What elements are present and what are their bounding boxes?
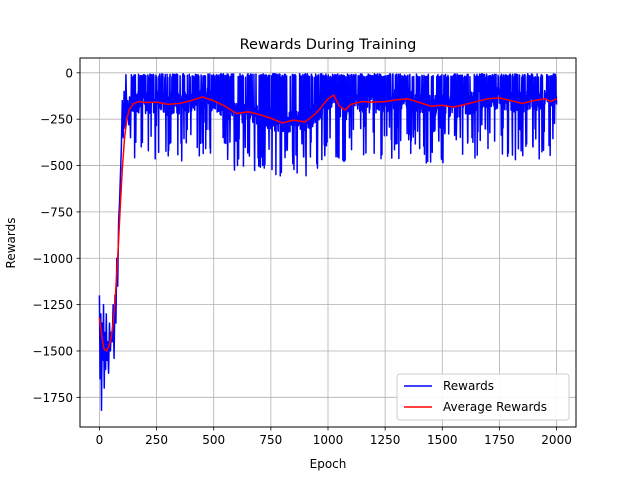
y-tick-label: −1750 [32,391,73,405]
x-tick-label: 250 [145,433,168,447]
legend: Rewards Average Rewards [396,373,570,421]
x-tick-label: 1250 [370,433,401,447]
legend-label-rewards: Rewards [443,379,494,393]
series-line-rewards [98,73,558,412]
x-tick-label: 0 [96,433,104,447]
axis-ticks: 0 250 500 750 1000 1250 1500 1750 2000 0 −250 −500 −… [32,66,571,447]
y-tick-label: 0 [65,66,73,80]
x-tick-label: 500 [202,433,225,447]
x-tick-label: 1000 [313,433,344,447]
y-tick-label: −250 [40,113,73,127]
chart-title: Rewards During Training [240,37,417,53]
x-tick-label: 1750 [484,433,515,447]
series-layer [98,73,558,412]
x-axis-label: Epoch [310,457,347,471]
y-tick-label: −1500 [32,344,73,358]
x-tick-label: 2000 [541,433,572,447]
legend-box [396,373,570,421]
y-tick-label: −750 [40,205,73,219]
y-tick-label: −500 [40,159,73,173]
x-tick-label: 1500 [427,433,458,447]
y-tick-label: −1250 [32,298,73,312]
y-tick-label: −1000 [32,252,73,266]
x-tick-label: 750 [259,433,282,447]
legend-label-average-rewards: Average Rewards [443,400,547,414]
series-line-average-rewards [98,94,557,352]
y-axis-label: Rewards [4,218,18,269]
